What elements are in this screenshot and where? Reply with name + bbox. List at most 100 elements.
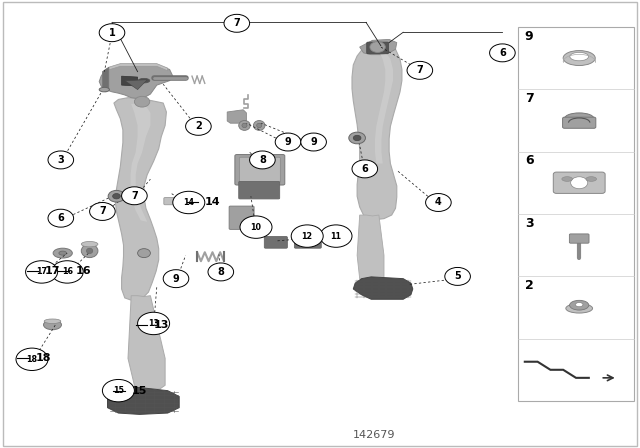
FancyBboxPatch shape xyxy=(164,198,191,205)
Text: 14: 14 xyxy=(205,198,220,207)
Text: 14: 14 xyxy=(183,198,195,207)
Polygon shape xyxy=(122,76,138,86)
Circle shape xyxy=(51,261,83,283)
Text: 15: 15 xyxy=(113,386,124,395)
Ellipse shape xyxy=(81,244,98,258)
Text: 18: 18 xyxy=(26,355,38,364)
Ellipse shape xyxy=(253,121,265,130)
Polygon shape xyxy=(352,46,402,220)
Text: 9: 9 xyxy=(525,30,533,43)
Ellipse shape xyxy=(44,320,61,330)
Polygon shape xyxy=(227,110,246,123)
FancyBboxPatch shape xyxy=(554,172,605,194)
Ellipse shape xyxy=(239,121,250,130)
Text: 15: 15 xyxy=(131,386,147,396)
Text: 7: 7 xyxy=(131,191,138,201)
Polygon shape xyxy=(125,80,147,90)
Circle shape xyxy=(352,160,378,178)
Text: 6: 6 xyxy=(499,48,506,58)
Circle shape xyxy=(426,194,451,211)
Text: 16: 16 xyxy=(76,266,91,276)
Circle shape xyxy=(134,96,150,107)
FancyBboxPatch shape xyxy=(570,234,589,243)
Polygon shape xyxy=(375,48,393,164)
Circle shape xyxy=(26,261,58,283)
Circle shape xyxy=(349,132,365,144)
Circle shape xyxy=(102,379,134,402)
Text: 6: 6 xyxy=(58,213,64,223)
FancyBboxPatch shape xyxy=(264,237,287,248)
Text: 1: 1 xyxy=(109,28,115,38)
Text: 3: 3 xyxy=(58,155,64,165)
FancyBboxPatch shape xyxy=(367,42,388,54)
FancyBboxPatch shape xyxy=(294,234,321,248)
Text: 11: 11 xyxy=(330,232,342,241)
Polygon shape xyxy=(102,67,109,92)
Text: 9: 9 xyxy=(310,137,317,147)
Text: 8: 8 xyxy=(259,155,266,165)
FancyBboxPatch shape xyxy=(239,181,280,199)
Ellipse shape xyxy=(257,123,262,128)
Polygon shape xyxy=(128,296,165,389)
Text: 7: 7 xyxy=(417,65,423,75)
Circle shape xyxy=(301,133,326,151)
Polygon shape xyxy=(360,39,397,55)
Polygon shape xyxy=(357,215,384,283)
Polygon shape xyxy=(99,65,173,99)
Ellipse shape xyxy=(564,113,594,124)
Circle shape xyxy=(90,202,115,220)
Text: 3: 3 xyxy=(525,217,533,230)
Circle shape xyxy=(490,44,515,62)
Circle shape xyxy=(138,312,170,335)
Ellipse shape xyxy=(81,241,98,247)
Ellipse shape xyxy=(59,251,67,255)
Text: 8: 8 xyxy=(218,267,224,277)
Text: 142679: 142679 xyxy=(353,431,396,440)
Circle shape xyxy=(138,249,150,258)
Text: 4: 4 xyxy=(435,198,442,207)
Ellipse shape xyxy=(44,319,61,323)
Circle shape xyxy=(370,42,385,52)
Circle shape xyxy=(291,225,323,247)
Text: 17: 17 xyxy=(45,266,60,276)
Ellipse shape xyxy=(566,304,593,313)
Circle shape xyxy=(240,216,272,238)
Circle shape xyxy=(113,194,120,199)
Text: 13: 13 xyxy=(148,319,159,328)
Circle shape xyxy=(275,133,301,151)
Ellipse shape xyxy=(86,248,93,254)
Ellipse shape xyxy=(586,177,596,181)
Text: 2: 2 xyxy=(525,279,534,292)
Circle shape xyxy=(16,348,48,370)
Text: 5: 5 xyxy=(454,271,461,281)
Circle shape xyxy=(48,209,74,227)
Text: 10: 10 xyxy=(250,223,262,232)
Text: 9: 9 xyxy=(173,274,179,284)
Polygon shape xyxy=(114,98,166,300)
Text: 9: 9 xyxy=(285,137,291,147)
Text: 12: 12 xyxy=(301,232,313,241)
Text: 16: 16 xyxy=(61,267,73,276)
Circle shape xyxy=(445,267,470,285)
Ellipse shape xyxy=(563,51,595,65)
Text: 6: 6 xyxy=(525,154,533,167)
Ellipse shape xyxy=(138,78,150,83)
FancyBboxPatch shape xyxy=(563,117,596,128)
Circle shape xyxy=(122,187,147,205)
Ellipse shape xyxy=(53,248,72,258)
Ellipse shape xyxy=(575,302,583,307)
Text: 6: 6 xyxy=(362,164,368,174)
Circle shape xyxy=(173,191,205,214)
FancyBboxPatch shape xyxy=(229,206,254,229)
Circle shape xyxy=(224,14,250,32)
Ellipse shape xyxy=(99,87,109,92)
Ellipse shape xyxy=(570,300,589,310)
Ellipse shape xyxy=(242,123,247,128)
FancyBboxPatch shape xyxy=(239,157,280,182)
Text: 17: 17 xyxy=(36,267,47,276)
Ellipse shape xyxy=(570,52,589,61)
Polygon shape xyxy=(109,64,168,71)
Text: 7: 7 xyxy=(99,207,106,216)
FancyBboxPatch shape xyxy=(518,27,634,401)
Circle shape xyxy=(250,151,275,169)
